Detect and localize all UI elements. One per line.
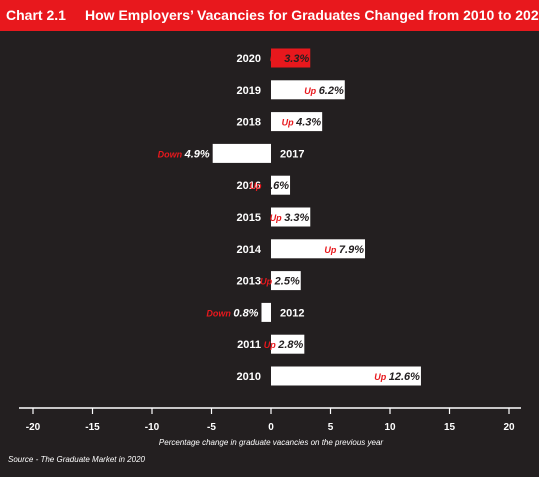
percent-label-2011: 2.8% <box>277 339 303 351</box>
category-label-2010: 2010 <box>237 371 261 383</box>
value-label-2013: Up 2.5% <box>260 276 300 288</box>
percent-label-2013: 2.5% <box>274 276 300 288</box>
percent-label-2015: 3.3% <box>284 212 309 224</box>
category-label-2018: 2018 <box>237 117 261 129</box>
direction-label-2016: Up <box>249 181 264 191</box>
x-tick-label-10: 10 <box>384 422 396 433</box>
x-tick-label--5: -5 <box>207 422 216 433</box>
category-label-2011: 2011 <box>237 339 261 351</box>
value-label-2014: Up 7.9% <box>324 244 364 256</box>
x-tick-label-5: 5 <box>328 422 334 433</box>
value-label-2019: Up 6.2% <box>304 85 344 97</box>
bar-2014 <box>271 239 366 259</box>
category-label-2016: 2016 <box>237 180 261 192</box>
x-axis-title: Percentage change in graduate vacancies … <box>159 438 383 447</box>
chart-title: How Employers’ Vacancies for Graduates C… <box>85 7 539 23</box>
direction-label-2020: Up <box>270 54 285 64</box>
category-label-2012: 2012 <box>280 307 304 319</box>
direction-label-2011: Up <box>264 340 279 350</box>
bar-chart: 2020 Up 3.3% 2019 Up 6.2% 2018 Up 4.3% 2017 Dow… <box>19 48 521 447</box>
value-label-2018: Up 4.3% <box>282 117 322 129</box>
x-tick-label--15: -15 <box>85 422 100 433</box>
direction-label-2015: Up <box>270 213 285 223</box>
category-label-2015: 2015 <box>237 212 261 224</box>
x-tick-label--20: -20 <box>26 422 41 433</box>
bar-2013 <box>271 271 301 291</box>
percent-label-2014: 7.9% <box>339 244 364 256</box>
category-label-2017: 2017 <box>280 148 304 160</box>
bar-2016 <box>271 175 291 195</box>
category-label-2020: 2020 <box>237 53 261 65</box>
bar-2019 <box>271 80 345 100</box>
bar-2012 <box>261 302 271 322</box>
value-label-2011: Up 2.8% <box>264 339 304 351</box>
bar-2011 <box>271 334 305 354</box>
bar-2018 <box>271 112 323 132</box>
x-tick-label-20: 20 <box>503 422 515 433</box>
bar-2020 <box>271 48 311 68</box>
category-label-2019: 2019 <box>237 85 261 97</box>
direction-label-2019: Up <box>304 86 319 96</box>
percent-label-2017: 4.9% <box>184 148 210 160</box>
percent-label-2020: 3.3% <box>284 53 309 65</box>
x-tick-label-0: 0 <box>268 422 274 433</box>
value-label-2020: Up 3.3% <box>270 53 310 65</box>
percent-label-2010: 12.6% <box>389 371 420 383</box>
value-label-2016: Up 1.6% <box>249 180 289 192</box>
x-tick-label-15: 15 <box>444 422 456 433</box>
direction-label-2010: Up <box>374 372 389 382</box>
percent-label-2012: 0.8% <box>233 307 258 319</box>
direction-label-2018: Up <box>282 118 297 128</box>
value-label-2010: Up 12.6% <box>374 371 420 383</box>
bar-2015 <box>271 207 311 227</box>
direction-label-2012: Down <box>206 308 233 318</box>
value-label-2015: Up 3.3% <box>270 212 310 224</box>
percent-label-2016: 1.6% <box>264 180 289 192</box>
category-label-2013: 2013 <box>237 276 261 288</box>
category-label-2014: 2014 <box>237 244 262 256</box>
source-note: Source - The Graduate Market in 2020 <box>8 455 145 464</box>
bar-2017 <box>212 143 271 163</box>
title-bar: Chart 2.1 How Employers’ Vacancies for G… <box>0 0 539 31</box>
percent-label-2018: 4.3% <box>295 117 321 129</box>
bar-2010 <box>271 366 421 386</box>
chart-number-label: Chart 2.1 <box>6 7 66 23</box>
value-label-2017: Down 4.9% <box>158 148 210 160</box>
percent-label-2019: 6.2% <box>319 85 344 97</box>
x-tick-label--10: -10 <box>145 422 160 433</box>
direction-label-2014: Up <box>324 245 339 255</box>
direction-label-2013: Up <box>260 277 275 287</box>
value-label-2012: Down 0.8% <box>206 307 258 319</box>
direction-label-2017: Down <box>158 149 185 159</box>
